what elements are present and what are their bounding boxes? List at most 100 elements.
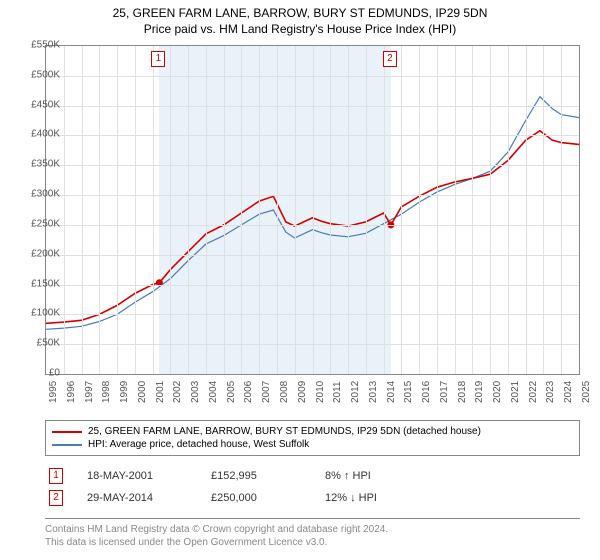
y-axis-label: £550K: [15, 40, 60, 51]
footer-line: This data is licensed under the Open Gov…: [45, 536, 580, 549]
x-axis-label: 2023: [545, 381, 556, 403]
x-axis-label: 2011: [332, 381, 343, 403]
title-subtitle: Price paid vs. HM Land Registry's House …: [0, 22, 600, 38]
gridline-v: [401, 46, 402, 374]
y-axis-label: £50K: [15, 338, 60, 349]
x-axis-label: 2018: [457, 381, 468, 403]
x-axis-label: 2015: [403, 381, 414, 403]
gridline-v: [508, 46, 509, 374]
gridline-v: [437, 46, 438, 374]
gridline-v: [348, 46, 349, 374]
transaction-row: 1 18-MAY-2001 £152,995 8% ↑ HPI: [45, 465, 580, 487]
gridline-v: [277, 46, 278, 374]
transaction-price: £152,995: [211, 470, 301, 482]
x-axis-label: 2017: [439, 381, 450, 403]
y-axis-label: £400K: [15, 129, 60, 140]
gridline-v: [170, 46, 171, 374]
x-axis-label: 2012: [350, 381, 361, 403]
legend-row: 25, GREEN FARM LANE, BARROW, BURY ST EDM…: [52, 425, 573, 438]
legend-box: 25, GREEN FARM LANE, BARROW, BURY ST EDM…: [45, 420, 580, 456]
y-axis-label: £500K: [15, 69, 60, 80]
transaction-row: 2 29-MAY-2014 £250,000 12% ↓ HPI: [45, 487, 580, 509]
x-axis-label: 2019: [474, 381, 485, 403]
x-axis-label: 2014: [386, 381, 397, 403]
x-axis-label: 2001: [155, 381, 166, 403]
x-axis-label: 2006: [243, 381, 254, 403]
x-axis-label: 1998: [101, 381, 112, 403]
x-axis-label: 2002: [172, 381, 183, 403]
y-axis-label: £350K: [15, 159, 60, 170]
x-axis-label: 2022: [528, 381, 539, 403]
gridline-v: [241, 46, 242, 374]
x-axis-label: 2025: [581, 381, 592, 403]
x-axis-label: 2010: [315, 381, 326, 403]
gridline-v: [295, 46, 296, 374]
x-axis-label: 2008: [279, 381, 290, 403]
title-block: 25, GREEN FARM LANE, BARROW, BURY ST EDM…: [0, 0, 600, 37]
transaction-price: £250,000: [211, 492, 301, 504]
transaction-table: 1 18-MAY-2001 £152,995 8% ↑ HPI 2 29-MAY…: [45, 465, 580, 509]
x-axis-label: 2013: [368, 381, 379, 403]
x-axis-label: 2005: [226, 381, 237, 403]
gridline-v: [259, 46, 260, 374]
y-axis-label: £200K: [15, 248, 60, 259]
gridline-v: [224, 46, 225, 374]
title-address: 25, GREEN FARM LANE, BARROW, BURY ST EDM…: [0, 6, 600, 22]
x-axis-label: 2007: [261, 381, 272, 403]
gridline-v: [153, 46, 154, 374]
gridline-v: [188, 46, 189, 374]
gridline-v: [206, 46, 207, 374]
x-axis-label: 2004: [208, 381, 219, 403]
gridline-v: [313, 46, 314, 374]
transaction-delta: 12% ↓ HPI: [325, 492, 377, 504]
transaction-date: 18-MAY-2001: [87, 470, 187, 482]
gridline-v: [117, 46, 118, 374]
x-axis-label: 2021: [510, 381, 521, 403]
y-axis-label: £250K: [15, 218, 60, 229]
gridline-v: [472, 46, 473, 374]
gridline-v: [455, 46, 456, 374]
transaction-date: 29-MAY-2014: [87, 492, 187, 504]
transaction-marker-flag: 1: [151, 51, 165, 67]
y-axis-label: £150K: [15, 278, 60, 289]
x-axis-label: 1997: [84, 381, 95, 403]
x-axis-label: 1999: [119, 381, 130, 403]
gridline-v: [526, 46, 527, 374]
y-axis-label: £300K: [15, 189, 60, 200]
legend-swatch: [52, 444, 82, 446]
gridline-v: [99, 46, 100, 374]
legend-label: 25, GREEN FARM LANE, BARROW, BURY ST EDM…: [88, 426, 481, 437]
y-axis-label: £450K: [15, 99, 60, 110]
gridline-v: [543, 46, 544, 374]
chart-plot-area: [45, 45, 580, 375]
gridline-v: [64, 46, 65, 374]
y-axis-label: £100K: [15, 308, 60, 319]
footer-line: Contains HM Land Registry data © Crown c…: [45, 523, 580, 536]
x-axis-label: 2000: [137, 381, 148, 403]
gridline-v: [330, 46, 331, 374]
gridline-v: [135, 46, 136, 374]
y-axis-label: £0: [15, 368, 60, 379]
x-axis-label: 2009: [297, 381, 308, 403]
gridline-v: [490, 46, 491, 374]
footer-attribution: Contains HM Land Registry data © Crown c…: [45, 518, 580, 549]
x-axis-label: 2020: [492, 381, 503, 403]
gridline-v: [561, 46, 562, 374]
transaction-marker-icon: 1: [49, 468, 63, 484]
x-axis-label: 1996: [66, 381, 77, 403]
x-axis-label: 2016: [421, 381, 432, 403]
gridline-v: [384, 46, 385, 374]
legend-swatch: [52, 431, 82, 433]
gridline-v: [419, 46, 420, 374]
transaction-delta: 8% ↑ HPI: [325, 470, 371, 482]
gridline-v: [82, 46, 83, 374]
x-axis-label: 1995: [48, 381, 59, 403]
chart-container: 25, GREEN FARM LANE, BARROW, BURY ST EDM…: [0, 0, 600, 560]
legend-label: HPI: Average price, detached house, West…: [88, 439, 309, 450]
gridline-v: [366, 46, 367, 374]
legend-row: HPI: Average price, detached house, West…: [52, 438, 573, 451]
transaction-marker-icon: 2: [49, 490, 63, 506]
x-axis-label: 2024: [563, 381, 574, 403]
transaction-marker-flag: 2: [383, 51, 397, 67]
x-axis-label: 2003: [190, 381, 201, 403]
